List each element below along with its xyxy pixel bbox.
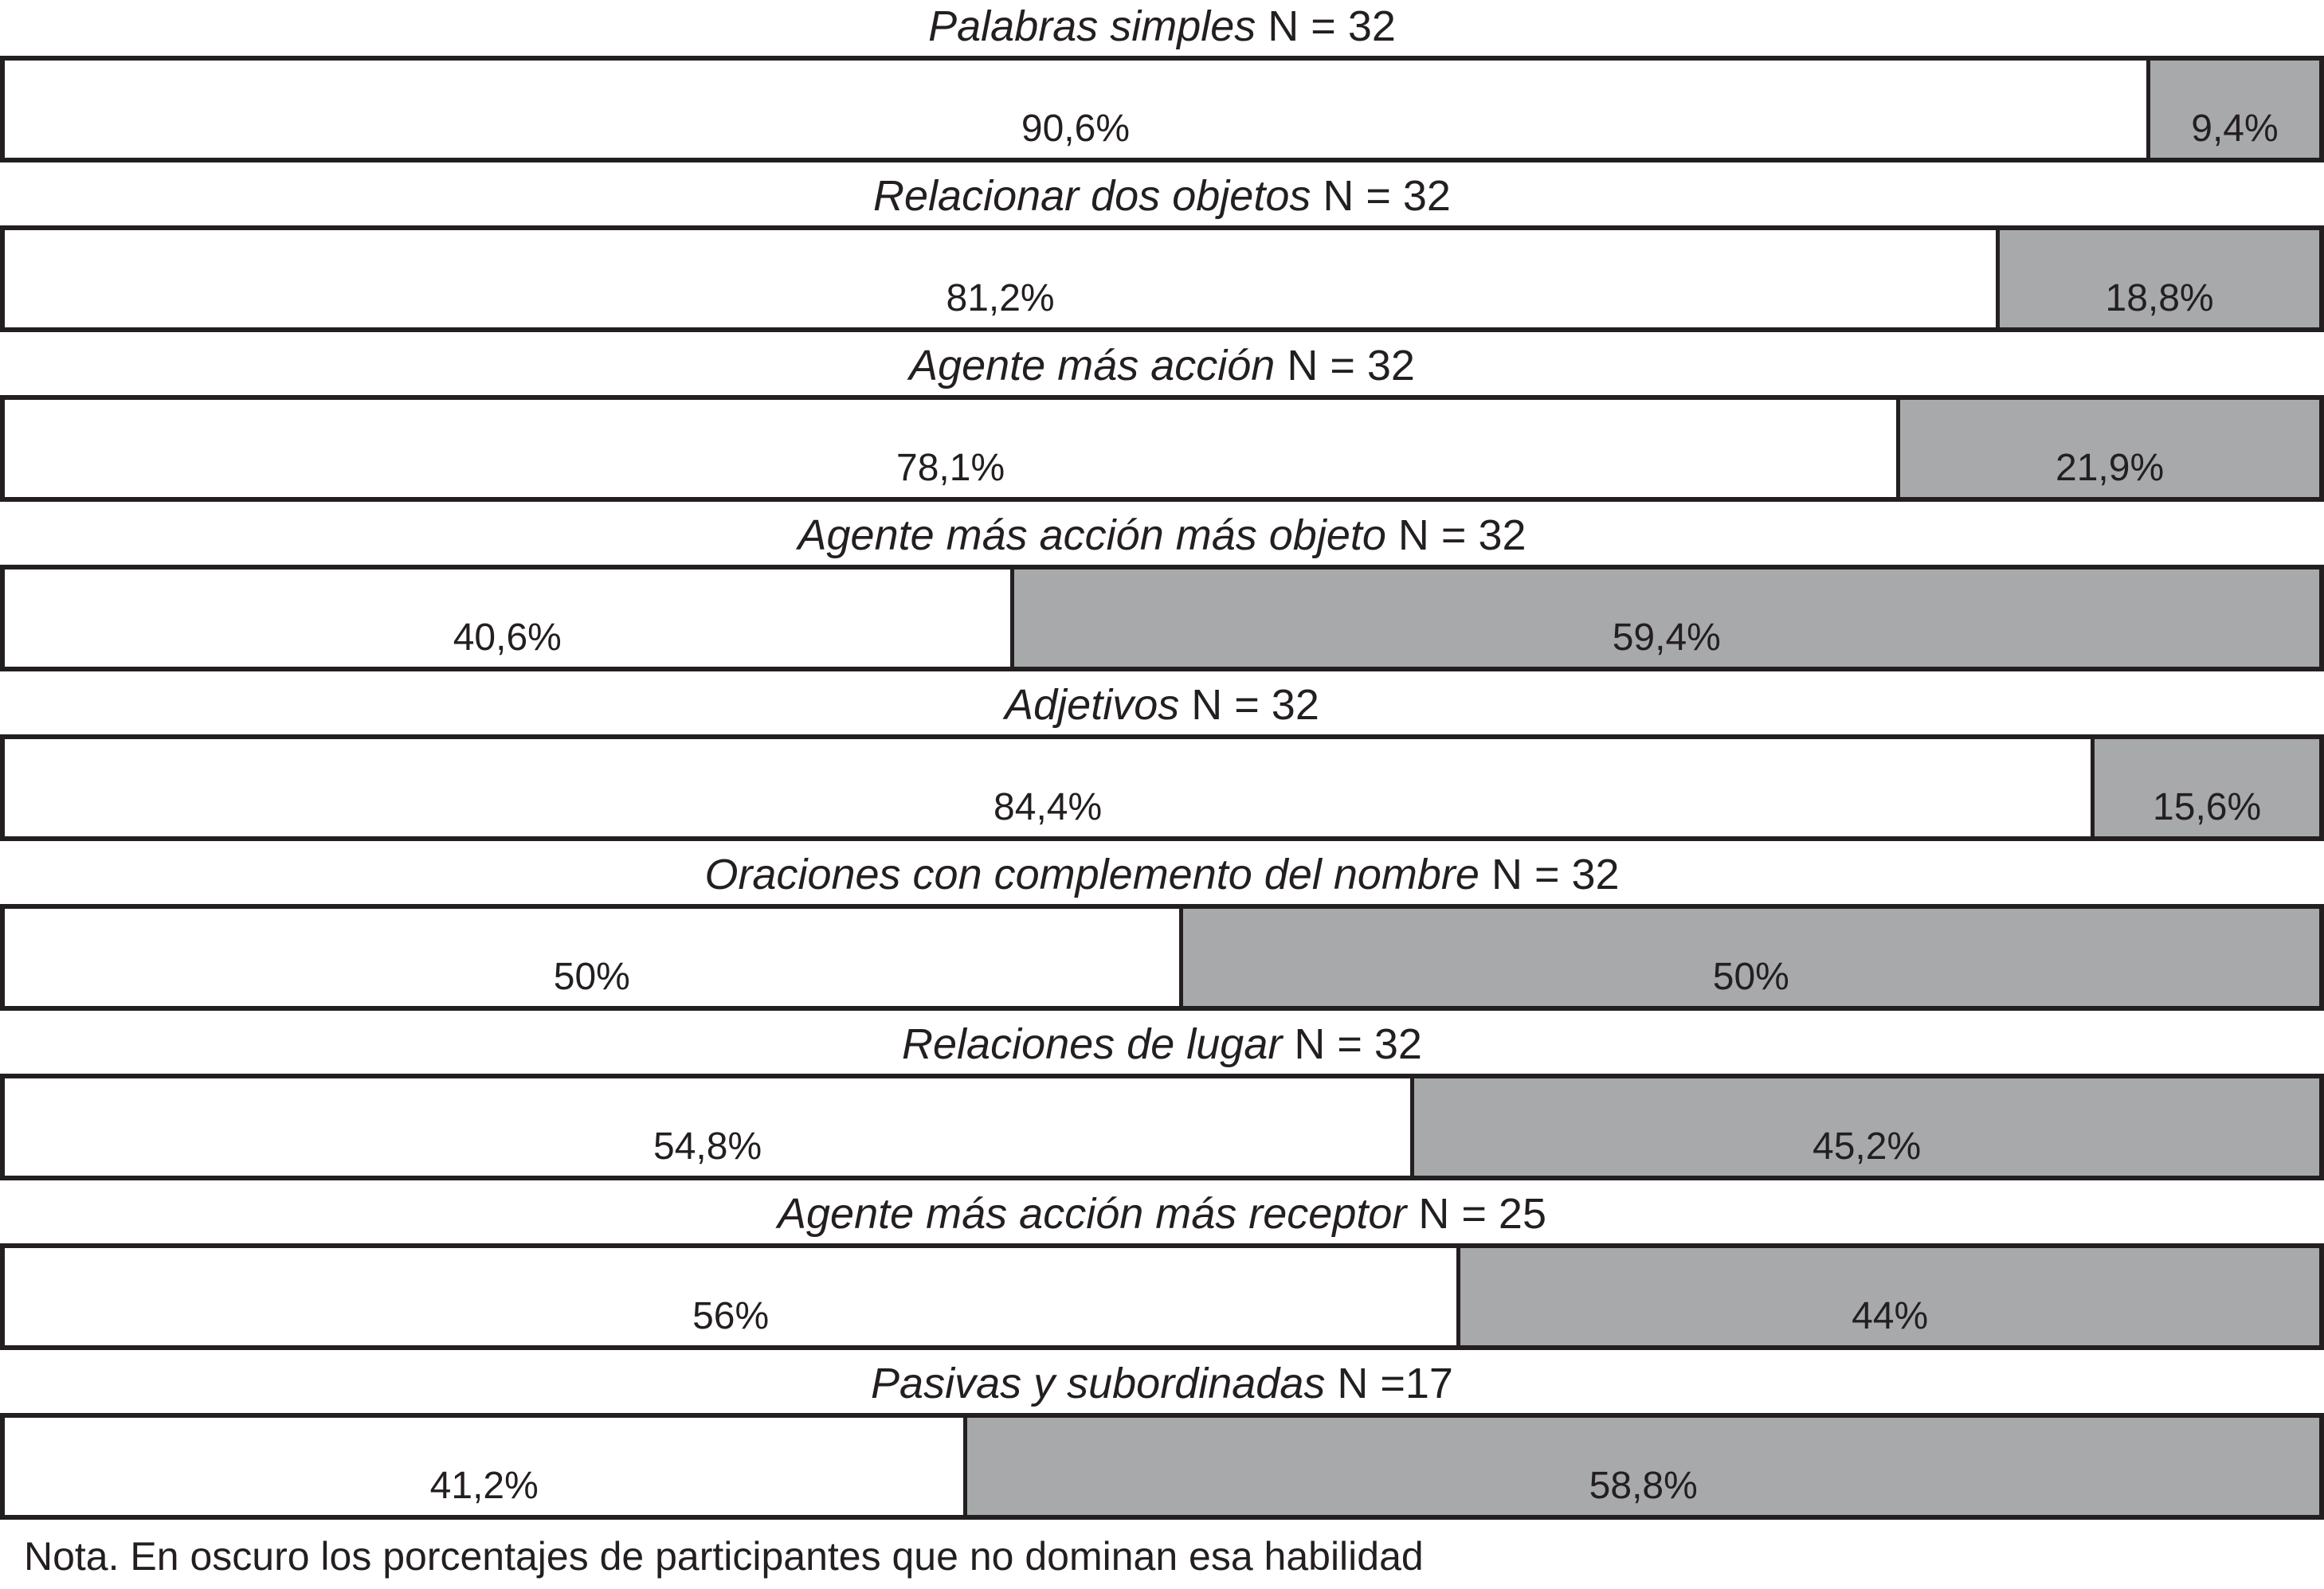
segment-value-label: 41,2% [429, 1465, 539, 1507]
segment-value-label: 15,6% [2153, 786, 2262, 828]
stacked-bar: 56% 44% [0, 1243, 2324, 1350]
bar-title: Relaciones de lugar N = 32 [0, 1018, 2324, 1074]
segment-value-label: 18,8% [2105, 277, 2214, 319]
stacked-bar: 78,1% 21,9% [0, 395, 2324, 502]
bar-title-n: N =17 [1337, 1360, 1453, 1407]
bar-title-n: N = 32 [1294, 1020, 1422, 1068]
bar-row: Pasivas y subordinadas N =17 41,2% 58,8% [0, 1357, 2324, 1527]
bar-segment-mastered: 90,6% [5, 61, 2150, 158]
bar-title: Adjetivos N = 32 [0, 679, 2324, 734]
stacked-bar: 81,2% 18,8% [0, 225, 2324, 332]
bar-row: Agente más acción más objeto N = 32 40,6… [0, 509, 2324, 679]
bar-segment-mastered: 41,2% [5, 1418, 968, 1515]
bar-row: Agente más acción más receptor N = 25 56… [0, 1188, 2324, 1357]
bar-segment-mastered: 54,8% [5, 1078, 1415, 1176]
stacked-bar: 90,6% 9,4% [0, 56, 2324, 162]
bar-title: Relacionar dos objetos N = 32 [0, 170, 2324, 225]
bar-title: Oraciones con complemento del nombre N =… [0, 848, 2324, 904]
bar-title-n: N = 32 [1491, 851, 1620, 898]
stacked-bar: 41,2% 58,8% [0, 1413, 2324, 1520]
bar-title: Agente más acción N = 32 [0, 339, 2324, 395]
stacked-bar: 54,8% 45,2% [0, 1074, 2324, 1180]
segment-value-label: 56% [692, 1295, 770, 1337]
bar-segment-mastered: 40,6% [5, 569, 1014, 667]
bar-segment-not-mastered: 58,8% [967, 1418, 2319, 1515]
bar-title-n: N = 32 [1323, 172, 1451, 220]
bar-title-text: Relaciones de lugar [902, 1020, 1283, 1068]
chart-note: Nota. En oscuro los porcentajes de parti… [24, 1534, 1424, 1579]
segment-value-label: 90,6% [1021, 108, 1131, 150]
bar-title: Palabras simples N = 32 [0, 0, 2324, 56]
segment-value-label: 81,2% [946, 277, 1055, 319]
bar-row: Palabras simples N = 32 90,6% 9,4% [0, 0, 2324, 170]
bar-row: Adjetivos N = 32 84,4% 15,6% [0, 679, 2324, 848]
bar-title-text: Pasivas y subordinadas [871, 1360, 1326, 1407]
bar-segment-mastered: 56% [5, 1248, 1461, 1345]
bar-title-text: Agente más acción [909, 342, 1276, 389]
bar-segment-not-mastered: 18,8% [2000, 230, 2319, 327]
segment-value-label: 54,8% [653, 1125, 762, 1168]
bar-segment-not-mastered: 9,4% [2150, 61, 2319, 158]
bar-row: Oraciones con complemento del nombre N =… [0, 848, 2324, 1018]
stacked-bar: 40,6% 59,4% [0, 565, 2324, 671]
segment-value-label: 58,8% [1589, 1465, 1698, 1507]
bar-segment-not-mastered: 15,6% [2095, 739, 2319, 836]
segment-value-label: 59,4% [1612, 616, 1721, 659]
segment-value-label: 44% [1852, 1295, 1929, 1337]
stacked-bar: 84,4% 15,6% [0, 734, 2324, 841]
segment-value-label: 9,4% [2191, 108, 2279, 150]
bar-title-text: Oraciones con complemento del nombre [704, 851, 1479, 898]
bar-segment-not-mastered: 21,9% [1900, 400, 2319, 497]
bar-row: Relaciones de lugar N = 32 54,8% 45,2% [0, 1018, 2324, 1188]
bar-segment-not-mastered: 44% [1460, 1248, 2319, 1345]
bar-segment-not-mastered: 50% [1182, 909, 2319, 1006]
bar-title-n: N = 32 [1191, 681, 1319, 729]
segment-value-label: 78,1% [896, 447, 1005, 489]
bar-segment-not-mastered: 45,2% [1414, 1078, 2319, 1176]
bar-title-n: N = 32 [1287, 342, 1415, 389]
bar-title-n: N = 32 [1268, 2, 1396, 50]
bar-title: Agente más acción más objeto N = 32 [0, 509, 2324, 565]
bar-title-text: Agente más acción más objeto [798, 511, 1386, 559]
segment-value-label: 45,2% [1813, 1125, 1922, 1168]
segment-value-label: 84,4% [993, 786, 1103, 828]
bar-segment-mastered: 81,2% [5, 230, 2001, 327]
bar-title-text: Palabras simples [928, 2, 1256, 50]
stacked-bar: 50% 50% [0, 904, 2324, 1011]
segment-value-label: 50% [1712, 956, 1789, 998]
bar-title-n: N = 32 [1397, 511, 1526, 559]
segment-value-label: 40,6% [453, 616, 562, 659]
bar-title-n: N = 25 [1418, 1190, 1546, 1238]
bar-title: Agente más acción más receptor N = 25 [0, 1188, 2324, 1243]
bar-segment-mastered: 78,1% [5, 400, 1901, 497]
segment-value-label: 50% [553, 956, 630, 998]
bar-segment-not-mastered: 59,4% [1013, 569, 2319, 667]
bar-row: Relacionar dos objetos N = 32 81,2% 18,8… [0, 170, 2324, 339]
bar-title-text: Relacionar dos objetos [873, 172, 1311, 220]
bar-title: Pasivas y subordinadas N =17 [0, 1357, 2324, 1413]
bar-title-text: Adjetivos [1005, 681, 1180, 729]
segment-value-label: 21,9% [2056, 447, 2165, 489]
bar-row: Agente más acción N = 32 78,1% 21,9% [0, 339, 2324, 509]
bar-segment-mastered: 84,4% [5, 739, 2095, 836]
bar-segment-mastered: 50% [5, 909, 1183, 1006]
bar-title-text: Agente más acción más receptor [778, 1190, 1407, 1238]
